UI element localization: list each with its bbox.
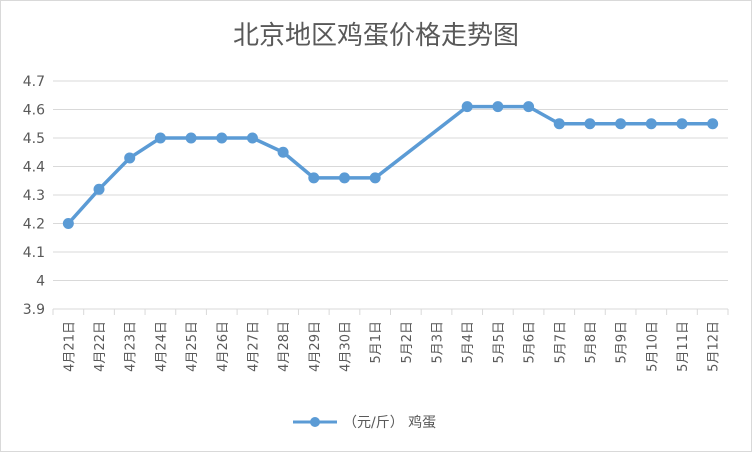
data-point — [615, 118, 627, 130]
data-point — [523, 101, 535, 113]
data-point — [369, 172, 381, 184]
data-point — [338, 172, 350, 184]
legend-marker — [310, 417, 320, 427]
data-point — [246, 132, 258, 144]
x-tick-label: 5月10日 — [645, 321, 660, 372]
x-tick-label: 4月23日 — [124, 321, 139, 372]
data-point — [492, 101, 504, 113]
y-tick-label: 4 — [36, 274, 45, 290]
x-tick-label: 5月9日 — [615, 321, 630, 364]
x-tick-label: 5月11日 — [676, 321, 691, 372]
x-axis: 4月21日 4月22日 4月23日 4月24日 4月25日 4月26日 4月27日 4月28日… — [52, 309, 729, 372]
x-tick-label: 4月25日 — [185, 321, 200, 372]
x-tick-label: 5月1日 — [369, 321, 384, 364]
x-tick-label: 4月29日 — [308, 321, 323, 372]
legend: （元/斤） 鸡蛋 — [293, 414, 436, 431]
legend-label: （元/斤） 鸡蛋 — [343, 414, 436, 431]
x-tick-label: 4月24日 — [154, 321, 169, 372]
data-point — [461, 101, 473, 113]
data-point — [707, 118, 719, 130]
x-tick-label: 5月2日 — [400, 321, 415, 364]
gridlines — [53, 80, 728, 310]
data-point — [277, 146, 289, 158]
y-tick-label: 3.9 — [23, 302, 45, 318]
data-point — [216, 132, 228, 144]
data-point — [124, 152, 136, 164]
x-tick-label: 5月7日 — [553, 321, 568, 364]
x-tick-label: 4月22日 — [93, 321, 108, 372]
y-tick-label: 4.6 — [23, 103, 45, 119]
y-axis: 3.9 4 4.1 4.2 4.3 4.4 4.5 4.6 4.7 — [23, 74, 45, 318]
chart-title: 北京地区鸡蛋价格走势图 — [233, 21, 519, 51]
data-point — [308, 172, 320, 184]
x-tick-label: 4月28日 — [277, 321, 292, 372]
data-point — [154, 132, 166, 144]
y-tick-label: 4.4 — [23, 160, 45, 176]
x-tick-label: 4月21日 — [62, 321, 77, 372]
data-point — [553, 118, 565, 130]
y-tick-label: 4.3 — [23, 188, 45, 204]
x-tick-label: 5月12日 — [707, 321, 722, 372]
x-tick-label: 4月27日 — [246, 321, 261, 372]
x-tick-label: 5月4日 — [461, 321, 476, 364]
data-point — [676, 118, 688, 130]
y-tick-label: 4.5 — [23, 131, 45, 147]
data-point — [584, 118, 596, 130]
x-tick-label: 5月8日 — [584, 321, 599, 364]
x-tick-label: 5月3日 — [431, 321, 446, 364]
y-tick-label: 4.7 — [23, 74, 45, 90]
y-tick-label: 4.2 — [23, 217, 45, 233]
series-layer — [62, 101, 719, 229]
x-tick-label: 4月26日 — [216, 321, 231, 372]
data-point — [185, 132, 197, 144]
data-point — [93, 183, 105, 195]
data-point — [645, 118, 657, 130]
x-tick-label: 4月30日 — [338, 321, 353, 372]
x-tick-label: 5月5日 — [492, 321, 507, 364]
data-point — [62, 218, 74, 229]
y-tick-label: 4.1 — [23, 245, 45, 261]
x-tick-label: 5月6日 — [523, 321, 538, 364]
